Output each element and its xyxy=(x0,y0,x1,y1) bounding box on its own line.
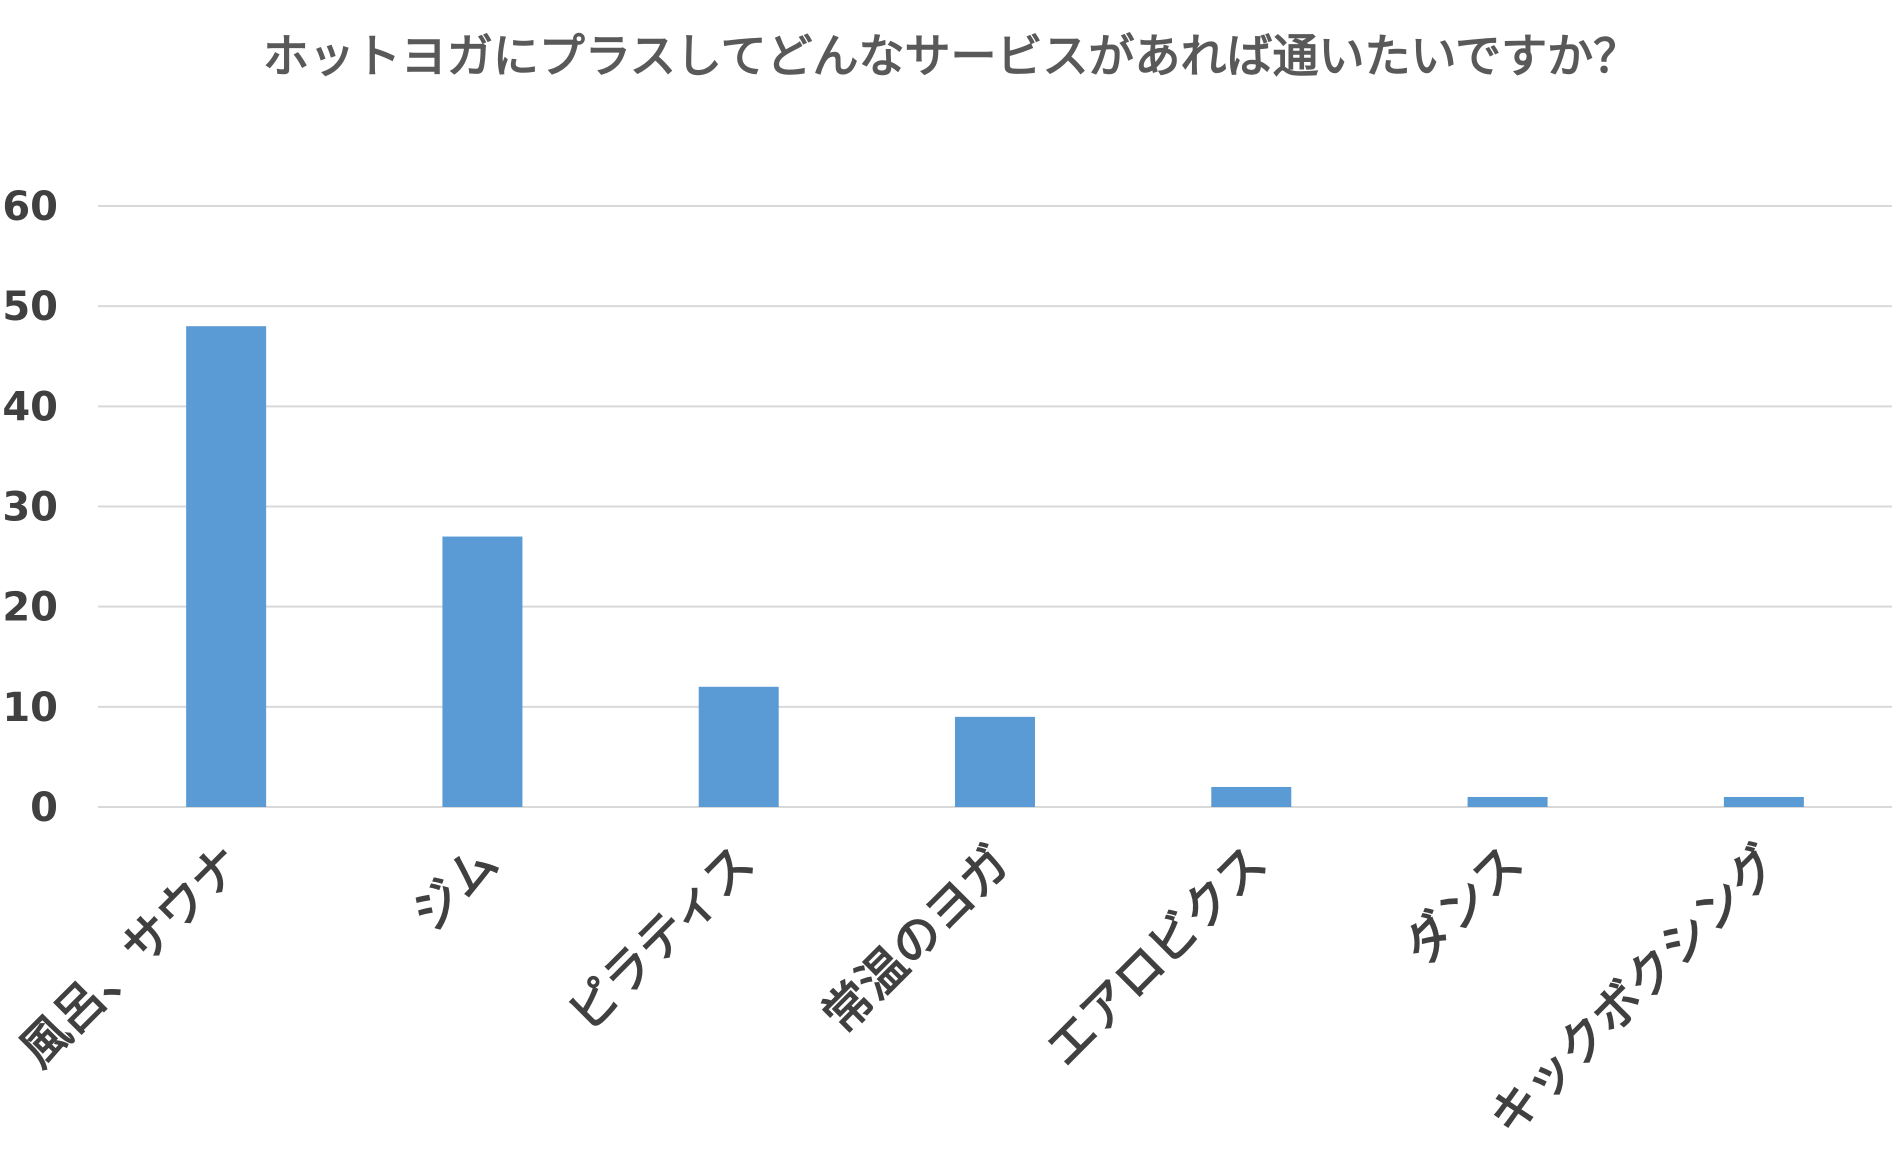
bar xyxy=(442,536,523,807)
x-category-label: 風呂、サウナ xyxy=(9,835,252,1078)
x-category-label: 常温のヨガ xyxy=(812,835,1021,1044)
x-category-label: エアロビクス xyxy=(1036,835,1278,1077)
y-tick-label: 30 xyxy=(2,485,58,531)
y-tick-label: 0 xyxy=(30,785,58,831)
bar xyxy=(1467,796,1548,807)
bar xyxy=(1723,796,1804,807)
x-category-label: ピラティス xyxy=(558,835,765,1042)
bar xyxy=(698,686,779,807)
bar xyxy=(955,716,1035,807)
y-tick-label: 40 xyxy=(2,384,58,430)
x-category-label: ダンス xyxy=(1393,835,1534,976)
bar xyxy=(186,326,267,807)
chart-title: ホットヨガにプラスしてどんなサービスがあれば通いたいですか？ xyxy=(263,29,1639,83)
x-category-label: ジム xyxy=(401,835,508,942)
y-tick-label: 20 xyxy=(2,585,58,631)
bars xyxy=(186,326,1804,807)
y-axis-ticks: 0 10 20 30 40 50 60 xyxy=(2,184,58,831)
bar xyxy=(1211,786,1292,807)
y-tick-label: 10 xyxy=(2,685,58,731)
y-tick-label: 50 xyxy=(2,284,58,330)
gridlines xyxy=(98,205,1892,808)
y-tick-label: 60 xyxy=(2,184,58,230)
